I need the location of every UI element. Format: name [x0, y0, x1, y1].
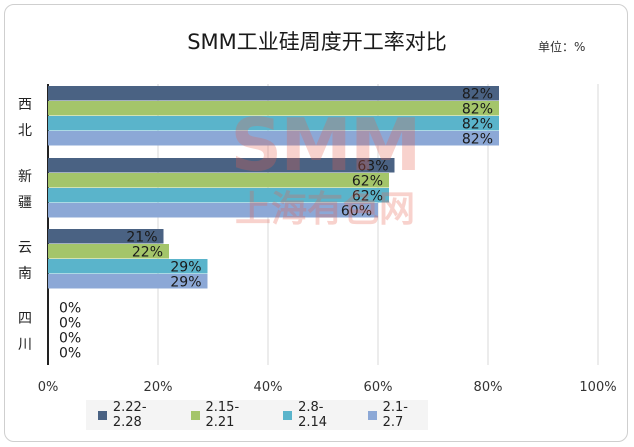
legend-swatch — [190, 410, 200, 420]
data-label: 29% — [170, 260, 201, 276]
legend-label: 2.8-2.14 — [298, 400, 328, 430]
legend-item: 2.8-2.14 — [283, 400, 351, 430]
category-label-char: 新 — [18, 169, 32, 185]
data-label: 62% — [352, 174, 383, 190]
category-label-char: 疆 — [18, 195, 32, 211]
category-label-char: 川 — [18, 337, 32, 353]
category-label-char: 四 — [18, 311, 32, 327]
bar — [48, 259, 208, 274]
x-tick-label: 20% — [144, 380, 173, 395]
x-tick-label: 60% — [364, 380, 393, 395]
bar — [48, 274, 208, 289]
chart-title: SMM工业硅周度开工率对比 — [187, 30, 447, 54]
data-label: 82% — [462, 132, 493, 148]
bar — [48, 203, 378, 218]
data-label: 82% — [462, 87, 493, 103]
category-label-char: 西 — [18, 97, 32, 113]
legend-label: 2.22-2.28 — [112, 400, 147, 430]
data-label: 0% — [59, 316, 81, 332]
data-label: 0% — [59, 346, 81, 362]
bar — [48, 101, 499, 116]
legend-item: 2.15-2.21 — [190, 400, 268, 430]
bar — [48, 188, 389, 203]
x-tick-label: 100% — [579, 380, 616, 395]
bar — [48, 86, 499, 101]
bar — [48, 173, 389, 188]
bar — [48, 116, 499, 131]
data-label: 63% — [357, 159, 388, 175]
legend-label: 2.15-2.21 — [205, 400, 240, 430]
category-label-char: 南 — [18, 266, 32, 282]
legend-swatch — [367, 410, 377, 420]
legend-item: 2.1-2.7 — [367, 400, 428, 430]
x-tick-label: 80% — [474, 380, 503, 395]
unit-label: 单位：% — [538, 40, 586, 54]
legend-label: 2.1-2.7 — [382, 400, 408, 430]
chart-frame — [4, 4, 628, 442]
data-label: 82% — [462, 102, 493, 118]
data-label: 29% — [170, 275, 201, 291]
x-tick-label: 40% — [254, 380, 283, 395]
category-label-char: 北 — [18, 123, 32, 139]
data-label: 21% — [126, 230, 157, 246]
legend-swatch — [283, 410, 293, 420]
legend-item: 2.22-2.28 — [98, 400, 175, 430]
data-label: 82% — [462, 117, 493, 133]
x-tick-label: 0% — [38, 380, 59, 395]
data-label: 0% — [59, 331, 81, 347]
bar — [48, 244, 169, 259]
legend: 2.22-2.28 2.15-2.21 2.8-2.14 2.1-2.7 — [86, 400, 428, 430]
legend-swatch — [98, 410, 107, 420]
category-label-char: 云 — [18, 240, 32, 256]
bar — [48, 158, 395, 173]
data-label: 60% — [341, 204, 372, 220]
bar — [48, 229, 164, 244]
data-label: 0% — [59, 301, 81, 317]
data-label: 62% — [352, 189, 383, 205]
data-label: 22% — [132, 245, 163, 261]
bar — [48, 131, 499, 146]
